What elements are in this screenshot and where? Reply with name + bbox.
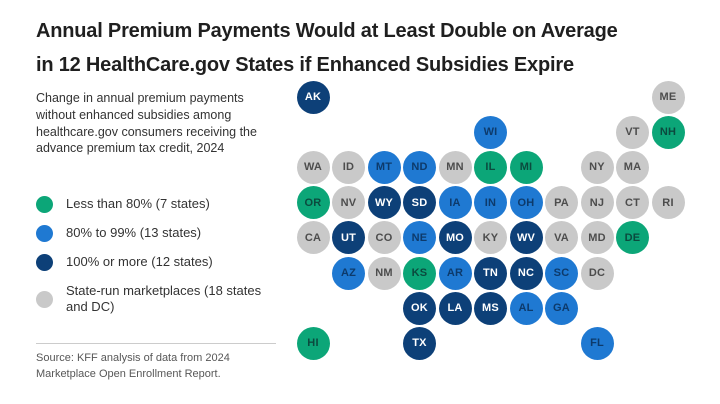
- state-circle-ut: UT: [332, 221, 365, 255]
- state-circle-ri: RI: [651, 186, 685, 220]
- state-circle-sd: SD: [403, 186, 436, 220]
- state-circle-fl: FL: [580, 326, 614, 360]
- state-circle-nm: NM: [367, 256, 401, 290]
- state-circle-ak: AK: [296, 80, 330, 114]
- state-circle-dc: DC: [580, 256, 614, 290]
- legend-item-p80to99: 80% to 99% (13 states): [36, 225, 286, 242]
- state-circle-ma: MA: [616, 150, 649, 184]
- state-circle-vt: VT: [616, 115, 649, 149]
- state-circle-mt: MT: [367, 150, 401, 184]
- state-circle-pa: PA: [545, 186, 578, 220]
- state-circle-ok: OK: [403, 291, 436, 325]
- state-circle-ne: NE: [403, 221, 436, 255]
- state-circle-md: MD: [580, 221, 614, 255]
- legend-label: State-run marketplaces (18 states and DC…: [66, 283, 262, 315]
- state-circle-wv: WV: [509, 221, 543, 255]
- state-circle-hi: HI: [296, 326, 330, 360]
- state-circle-tn: TN: [474, 256, 507, 290]
- state-circle-sc: SC: [545, 256, 578, 290]
- state-circle-ar: AR: [438, 256, 472, 290]
- state-circle-tx: TX: [403, 326, 436, 360]
- state-circle-mo: MO: [438, 221, 472, 255]
- state-circle-nc: NC: [509, 256, 543, 290]
- state-circle-in: IN: [474, 186, 507, 220]
- legend-swatch-circle: [36, 225, 53, 242]
- state-circle-va: VA: [545, 221, 578, 255]
- state-circle-wa: WA: [296, 150, 330, 184]
- state-circle-nv: NV: [332, 186, 365, 220]
- legend-item-lt80: Less than 80% (7 states): [36, 196, 286, 213]
- state-circle-wi: WI: [474, 115, 507, 149]
- state-circle-mn: MN: [438, 150, 472, 184]
- chart-title-line2: in 12 HealthCare.gov States if Enhanced …: [36, 54, 574, 76]
- state-circle-ms: MS: [474, 291, 507, 325]
- state-circle-co: CO: [367, 221, 401, 255]
- state-circle-il: IL: [474, 150, 507, 184]
- state-circle-me: ME: [651, 80, 685, 114]
- legend-swatch-circle: [36, 254, 53, 271]
- state-circle-nj: NJ: [580, 186, 614, 220]
- state-circle-nd: ND: [403, 150, 436, 184]
- state-circle-ca: CA: [296, 221, 330, 255]
- state-circle-ga: GA: [545, 291, 578, 325]
- state-circle-la: LA: [438, 291, 472, 325]
- legend-swatch-circle: [36, 290, 53, 308]
- chart-title-line1: Annual Premium Payments Would at Least D…: [36, 20, 618, 42]
- state-circle-al: AL: [509, 291, 543, 325]
- state-circle-or: OR: [296, 186, 330, 220]
- chart-title: Annual Premium Payments Would at Least D…: [36, 14, 696, 82]
- legend: Less than 80% (7 states) 80% to 99% (13 s…: [36, 196, 286, 328]
- legend-label: 80% to 99% (13 states): [66, 225, 202, 241]
- legend-item-gte100: 100% or more (12 states): [36, 254, 286, 271]
- state-circle-mi: MI: [509, 150, 543, 184]
- state-circle-wy: WY: [367, 186, 401, 220]
- state-circle-nh: NH: [651, 115, 685, 149]
- state-circle-ia: IA: [438, 186, 472, 220]
- state-circle-ct: CT: [616, 186, 649, 220]
- source-note: Source: KFF analysis of data from 2024 M…: [36, 352, 230, 380]
- legend-item-staterun: State-run marketplaces (18 states and DC…: [36, 283, 286, 316]
- state-circle-az: AZ: [332, 256, 365, 290]
- legend-swatch-circle: [36, 196, 53, 213]
- state-circle-ny: NY: [580, 150, 614, 184]
- state-circle-ks: KS: [403, 256, 436, 290]
- legend-label: 100% or more (12 states): [66, 254, 213, 270]
- state-circle-oh: OH: [509, 186, 543, 220]
- divider-line: [36, 343, 276, 344]
- state-circle-de: DE: [616, 221, 649, 255]
- legend-label: Less than 80% (7 states): [66, 196, 210, 212]
- chart-subtitle: Change in annual premium payments withou…: [36, 91, 257, 156]
- state-circle-ky: KY: [474, 221, 507, 255]
- state-circle-id: ID: [332, 150, 365, 184]
